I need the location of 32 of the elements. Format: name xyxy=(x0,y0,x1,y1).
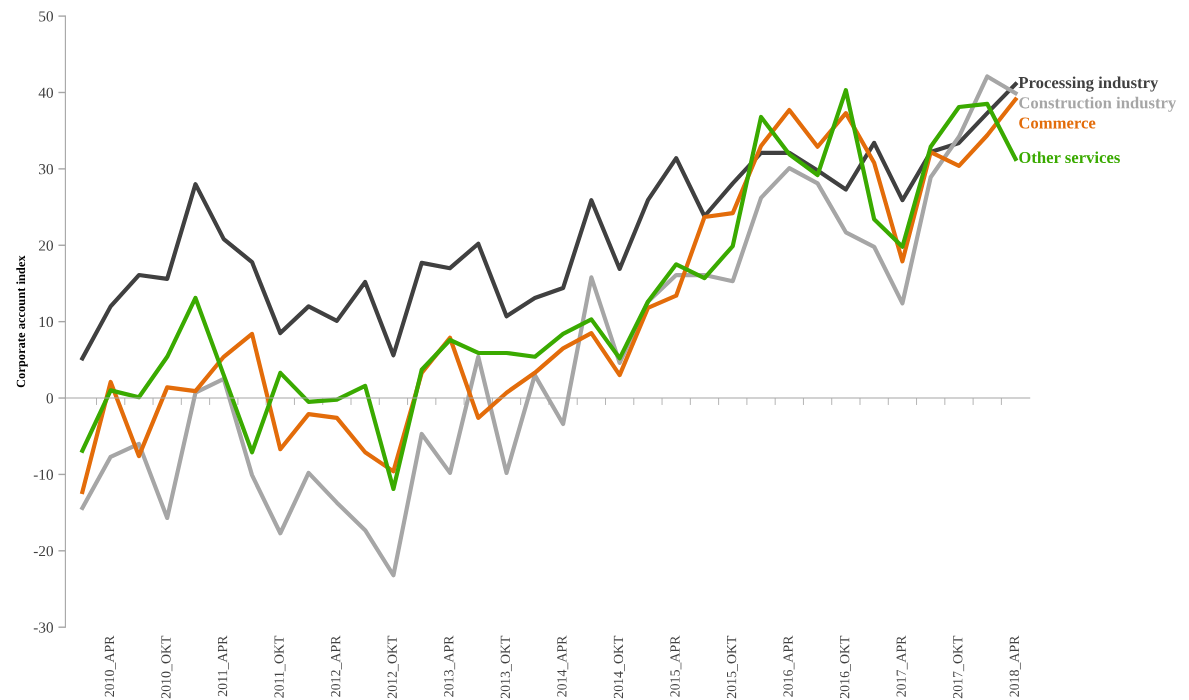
x-tick-label: 2014_APR xyxy=(557,635,569,697)
y-tick-label: 20 xyxy=(38,240,54,251)
x-tick-label: 2018_APR xyxy=(1009,635,1021,697)
y-tick-label: -10 xyxy=(33,469,54,480)
x-tick-label: 2015_OKT xyxy=(726,635,738,699)
y-tick-label: 50 xyxy=(39,11,54,22)
x-tick-label: 2013_OKT xyxy=(500,635,512,699)
x-tick-label: 2010_OKT xyxy=(161,635,173,699)
y-tick-label: -20 xyxy=(33,545,54,557)
series-label: Other services xyxy=(1019,151,1120,164)
series-label: Processing industry xyxy=(1018,76,1159,92)
y-tick-label: 40 xyxy=(38,87,54,98)
x-tick-label: 2012_APR xyxy=(330,635,342,697)
x-tick-label: 2012_OKT xyxy=(387,635,399,699)
series-label: Commerce xyxy=(1019,117,1096,129)
y-tick-label: 30 xyxy=(39,164,54,175)
x-tick-label: 2017_APR xyxy=(896,635,908,697)
series-label: Construction industry xyxy=(1019,96,1177,112)
x-tick-label: 2010_APR xyxy=(104,635,116,697)
y-tick-label: -30 xyxy=(33,622,54,633)
x-tick-label: 2013_APR xyxy=(444,635,456,697)
x-tick-label: 2017_OKT xyxy=(953,635,965,699)
x-tick-label: 2011_OKT xyxy=(274,635,286,698)
y-tick-label: 10 xyxy=(39,316,54,328)
line-series xyxy=(80,81,1018,361)
x-tick-label: 2015_APR xyxy=(670,635,682,697)
y-axis-title: Corporate account index xyxy=(16,255,28,388)
y-tick-label: 0 xyxy=(46,393,54,404)
x-tick-label: 2016_OKT xyxy=(839,635,851,699)
x-tick-label: 2011_APR xyxy=(217,635,229,697)
x-tick-label: 2014_OKT xyxy=(613,635,625,699)
x-tick-label: 2016_APR xyxy=(783,635,795,697)
